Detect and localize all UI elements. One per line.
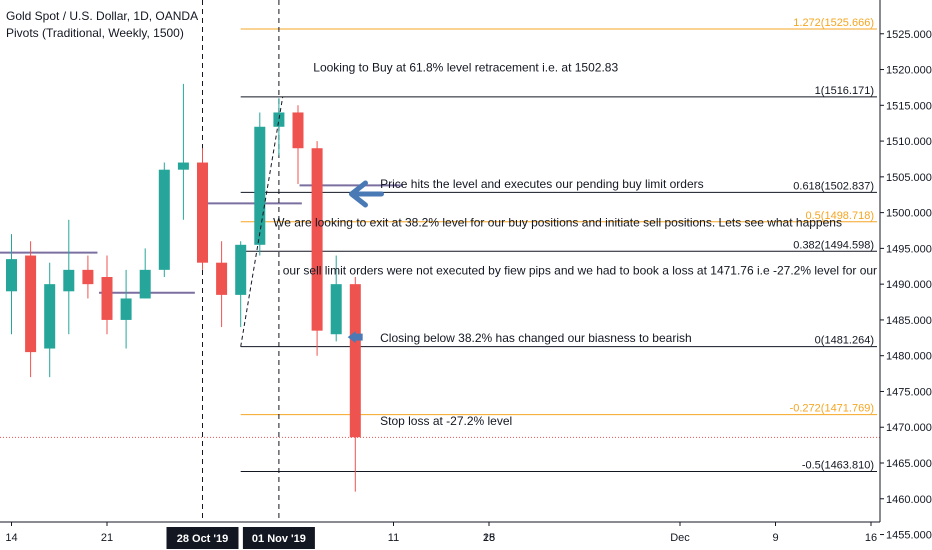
indicator-title: Pivots (Traditional, Weekly, 1500) <box>6 26 184 40</box>
candles-layer <box>6 83 361 492</box>
x-highlight-label: 28 Oct '19 <box>177 533 229 545</box>
x-axis-panel <box>0 522 932 550</box>
candle-body <box>82 269 94 285</box>
candle-body <box>101 277 113 320</box>
fib-level-label: 1.272(1525.666) <box>793 17 874 29</box>
fib-level-label: -0.5(1463.810) <box>802 460 874 472</box>
y-tick-label: 1505.000 <box>886 172 932 184</box>
candle-body <box>25 255 37 353</box>
candle-body <box>44 284 56 349</box>
candle-body <box>216 262 228 295</box>
candle-body <box>273 112 285 127</box>
y-tick-label: 1500.000 <box>886 208 932 220</box>
x-highlight-label: 01 Nov '19 <box>252 533 306 545</box>
x-tick-label: Dec <box>670 532 690 544</box>
fib-level-label: -0.272(1471.769) <box>790 403 874 415</box>
candle-body <box>311 148 323 331</box>
candle-body <box>63 269 75 292</box>
small-arrow-shaft <box>354 333 363 341</box>
candle-body <box>139 269 151 299</box>
candle-body <box>197 162 208 263</box>
x-highlight-badge <box>166 527 239 549</box>
y-tick-label: 1495.000 <box>886 243 932 255</box>
drawings-layer <box>240 96 384 347</box>
x-tick-label: 9 <box>772 532 778 544</box>
y-tick-label: 1455.000 <box>886 530 932 542</box>
y-tick-label: 1520.000 <box>886 65 932 77</box>
y-tick-label: 1465.000 <box>886 458 932 470</box>
candle-body <box>158 169 170 270</box>
candle-body <box>292 112 304 149</box>
y-tick-label: 1480.000 <box>886 351 932 363</box>
current-price-layer: 1468.578 <box>0 428 932 447</box>
fib-level-label: 1(1516.171) <box>815 85 874 97</box>
chart-annotation: Closing below 38.2% has changed our bias… <box>380 331 692 345</box>
candle-body <box>120 298 132 320</box>
y-tick-label: 1460.000 <box>886 494 932 506</box>
chart-annotation: Looking to Buy at 61.8% level retracemen… <box>313 60 618 74</box>
x-tick-label: 14 <box>5 532 17 544</box>
candle-body <box>6 259 17 292</box>
fib-level-label: 0.5(1498.718) <box>806 210 875 222</box>
x-highlight-badge <box>242 527 315 549</box>
chart-annotation: Stop loss at -27.2% level <box>380 414 512 428</box>
x-tick-label: 16 <box>865 532 877 544</box>
y-tick-label: 1470.000 <box>886 422 932 434</box>
x-tick-label: 21 <box>101 532 113 544</box>
fib-level-label: 0.382(1494.598) <box>793 239 874 251</box>
left-arrow-icon <box>348 180 384 208</box>
chart-annotation: Prices between 100% and 61.8% of Fibo To… <box>294 0 536 1</box>
fib-anchor-line <box>240 96 284 347</box>
symbol-title: Gold Spot / U.S. Dollar, 1D, OANDA <box>6 9 199 23</box>
chart-annotation: We are looking to exit at 38.2% level fo… <box>273 216 842 230</box>
x-tick-label: 25 <box>483 532 495 544</box>
fib-level-label: 0.618(1502.837) <box>793 180 874 192</box>
candle-body <box>235 244 247 295</box>
candle-body <box>349 284 361 438</box>
y-axis-panel <box>880 0 932 550</box>
small-left-arrow-icon <box>347 331 356 344</box>
y-tick-label: 1525.000 <box>886 29 932 41</box>
y-tick-label: 1490.000 <box>886 279 932 291</box>
y-tick-label: 1515.000 <box>886 100 932 112</box>
chart-annotation: Price hits the level and executes our pe… <box>380 177 704 191</box>
annotations-layer: Prices between 100% and 61.8% of Fibo To… <box>273 0 932 428</box>
candle-body <box>330 284 342 335</box>
x-tick-label: 11 <box>388 532 399 544</box>
x-tick-label: 18 <box>483 532 495 544</box>
chart-annotation: our sell limit orders were not executed … <box>283 264 932 278</box>
candle-body <box>254 126 266 245</box>
fib-levels-layer: 1.272(1525.666) 1(1516.171) 0.618(1502.837… <box>240 17 877 473</box>
y-tick-label: 1510.000 <box>886 136 932 148</box>
fib-level-label: 0(1481.264) <box>815 335 874 347</box>
y-tick-label: 1485.000 <box>886 315 932 327</box>
y-tick-label: 1475.000 <box>886 386 932 398</box>
chart-legend: Gold Spot / U.S. Dollar, 1D, OANDA Pivot… <box>6 8 198 42</box>
candle-body <box>177 162 189 170</box>
